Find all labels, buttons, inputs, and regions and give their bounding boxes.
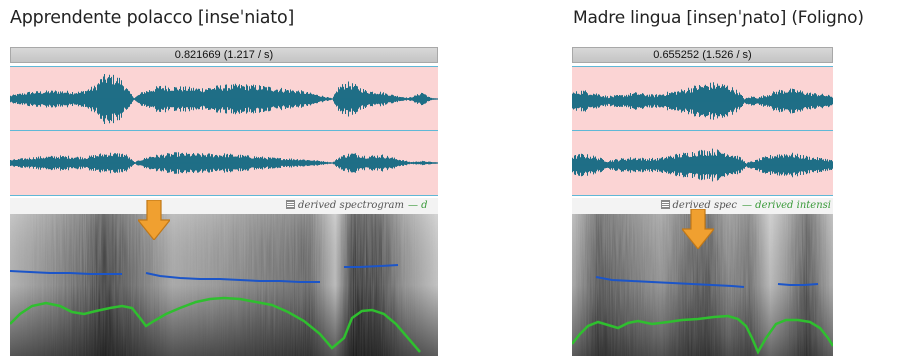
pitch-contour: [344, 264, 399, 268]
channel-separator: [572, 130, 833, 131]
panel-caption: Apprendente polacco [inseˈniato]: [10, 8, 295, 28]
intensity-contour: [10, 296, 421, 353]
legend-row: derived spec — derived intensi: [572, 198, 833, 214]
waveform-channel-2: [10, 152, 438, 174]
waveform-area[interactable]: [572, 66, 833, 196]
waveform-channel-1: [10, 74, 438, 124]
spectrogram[interactable]: [10, 214, 438, 356]
selection-duration-bar[interactable]: 0.655252 (1.526 / s): [572, 47, 833, 63]
sound-editor-view[interactable]: 0.821669 (1.217 / s) derived spectrogram…: [10, 47, 438, 356]
pitch-contour: [145, 272, 320, 283]
pitch-contour: [595, 276, 745, 288]
down-arrow-icon: [136, 199, 172, 245]
waveform-channel-2: [572, 148, 833, 182]
selection-duration-bar[interactable]: 0.821669 (1.217 / s): [10, 47, 438, 63]
spectrogram-legend-icon: [286, 200, 296, 209]
pitch-contour: [10, 270, 122, 275]
legend-intensity: — d: [408, 200, 428, 211]
legend-row: derived spectrogram — d: [10, 198, 438, 214]
legend-spectrogram: derived spec: [660, 198, 737, 214]
intensity-contour: [572, 314, 833, 355]
right-panel: Madre lingua [inseɲˈɲato] (Foligno) 0.65…: [565, 0, 915, 356]
down-arrow-icon: [680, 208, 716, 254]
panel-caption: Madre lingua [inseɲˈɲato] (Foligno): [573, 8, 864, 28]
legend-intensity: — derived intensi: [742, 200, 831, 211]
waveform-area[interactable]: [10, 66, 438, 196]
left-panel: Apprendente polacco [inseˈniato] 0.82166…: [0, 0, 450, 356]
legend-spectrogram: derived spectrogram: [286, 198, 404, 214]
pitch-contour: [777, 283, 819, 286]
spectrogram-canvas: [10, 214, 438, 356]
waveform-channel-1: [572, 82, 833, 120]
sound-editor-view[interactable]: 0.655252 (1.526 / s) derived spec — deri…: [572, 47, 833, 356]
spectrogram-legend-icon: [660, 200, 670, 209]
channel-separator: [10, 130, 438, 131]
